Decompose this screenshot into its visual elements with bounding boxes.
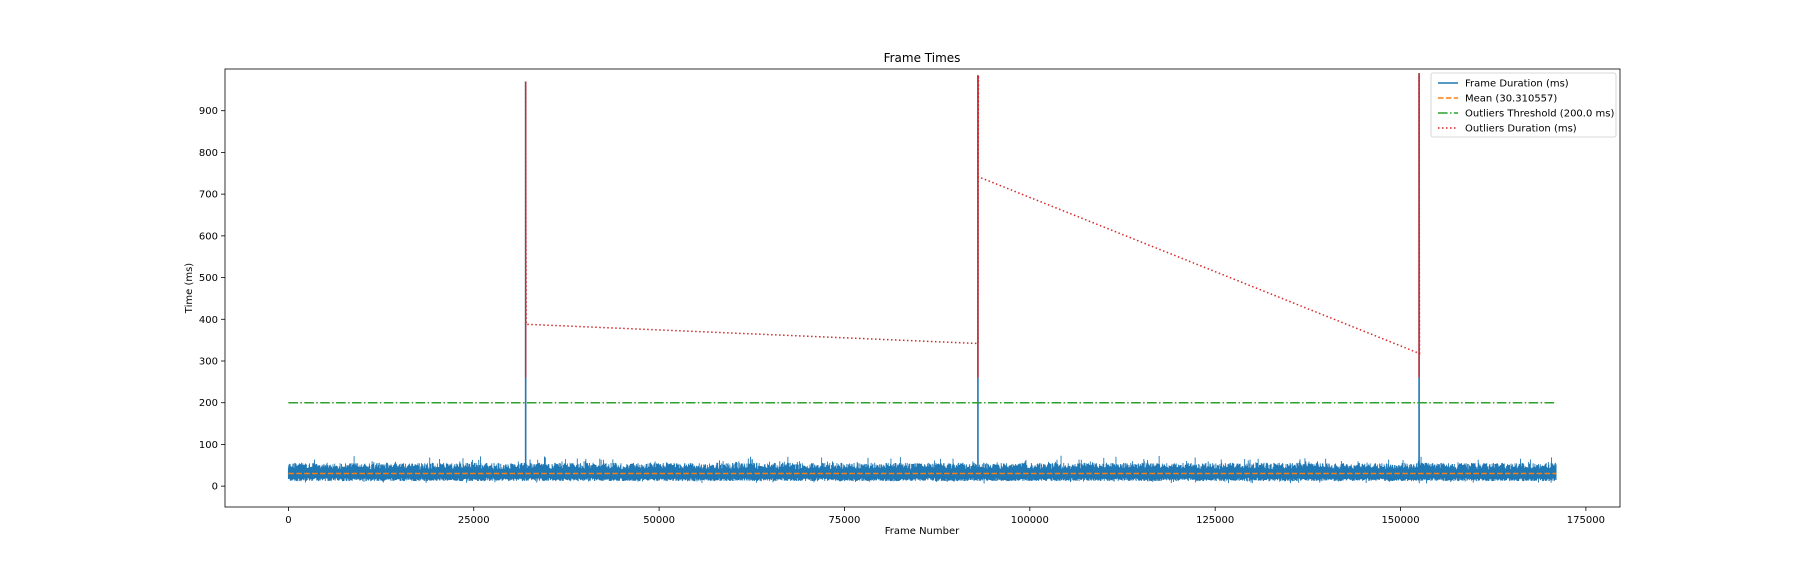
legend-frame [1430,72,1617,138]
x-tick-label: 175000 [1567,515,1605,526]
legend-label-outliers: Outliers Duration (ms) [1465,124,1577,135]
y-axis-label: Time (ms) [184,263,195,315]
chart-title: Frame Times [884,51,961,65]
y-tick-label: 100 [199,440,218,451]
axes-frame [224,68,1621,508]
x-tick-label: 50000 [643,515,675,526]
legend: Frame Duration (ms) Mean (30.310557) Out… [1430,72,1617,138]
x-tick-label: 125000 [1196,515,1234,526]
y-tick-label: 700 [199,190,218,201]
x-tick-label: 150000 [1381,515,1419,526]
y-tick-label: 400 [199,315,218,326]
plot-area [225,69,1620,507]
x-axis-label: Frame Number [885,526,960,537]
y-tick-label: 500 [199,273,218,284]
series-layer [287,73,1557,484]
x-axis-ticks: 0 25000 50000 75000 100000 125000 150000 175000 [285,507,1605,526]
y-axis-ticks: 0 100 200 300 400 500 600 700 800 900 [199,106,225,493]
x-tick-label: 75000 [829,515,861,526]
y-tick-label: 300 [199,357,218,368]
y-tick-label: 800 [199,148,218,159]
y-tick-label: 0 [212,482,218,493]
x-tick-label: 100000 [1011,515,1049,526]
y-tick-label: 900 [199,106,218,117]
y-tick-label: 200 [199,398,218,409]
legend-label-frame-duration: Frame Duration (ms) [1465,79,1569,90]
x-tick-label: 0 [285,515,291,526]
y-tick-label: 600 [199,231,218,242]
legend-label-mean: Mean (30.310557) [1465,94,1557,105]
legend-label-threshold: Outliers Threshold (200.0 ms) [1465,109,1614,120]
x-tick-label: 25000 [458,515,490,526]
